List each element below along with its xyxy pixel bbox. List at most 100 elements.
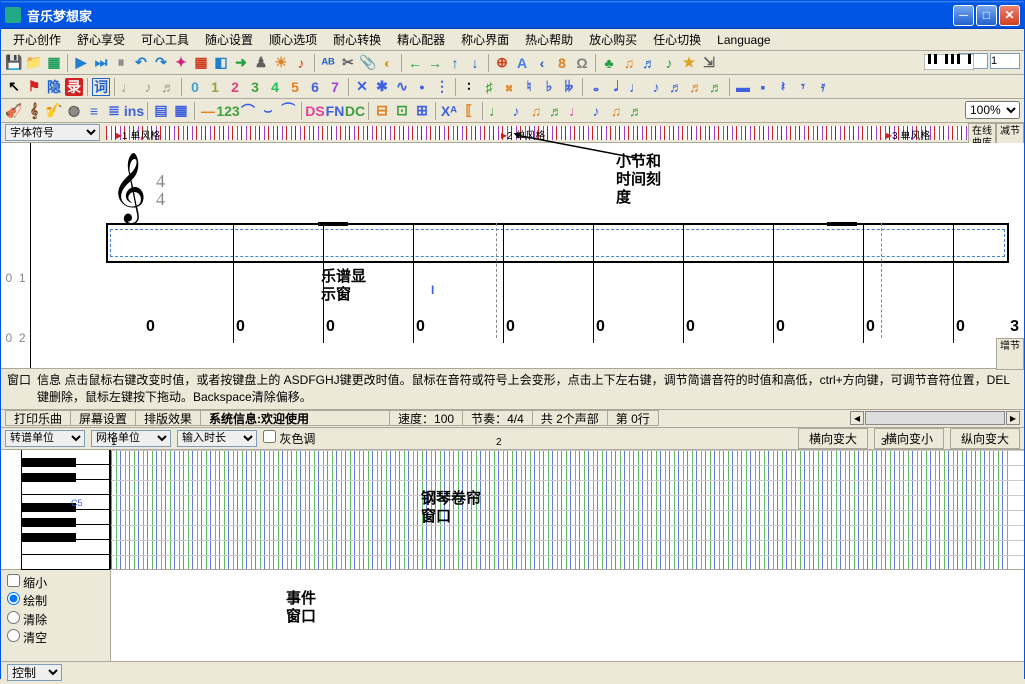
tool-icon[interactable]: ◐ (379, 54, 397, 72)
shrink-checkbox[interactable]: 缩小 (7, 574, 104, 593)
rest16-icon[interactable]: 𝄿 (814, 78, 832, 96)
square-icon[interactable]: ◧ (212, 54, 230, 72)
right-icon[interactable]: → (426, 54, 444, 72)
sheet-icon[interactable]: ▦ (45, 54, 63, 72)
menu-item[interactable]: 舒心享受 (71, 29, 131, 50)
minimize-button[interactable]: ─ (953, 5, 974, 26)
rec-cn-icon[interactable]: 录 (65, 78, 83, 96)
ins-icon[interactable]: ins (125, 102, 143, 120)
target-icon[interactable]: ⊕ (493, 54, 511, 72)
sax-icon[interactable]: 🎷 (45, 102, 63, 120)
print-button[interactable]: 打印乐曲 (5, 410, 71, 426)
left-icon[interactable]: ← (406, 54, 424, 72)
num7-icon[interactable]: 7 (326, 78, 344, 96)
rest4-icon[interactable]: 𝄽 (774, 78, 792, 96)
num2-icon[interactable]: 2 (226, 78, 244, 96)
num4-icon[interactable]: 4 (266, 78, 284, 96)
num3-icon[interactable]: 3 (246, 78, 264, 96)
x-icon[interactable]: ✕ (353, 78, 371, 96)
rest2-icon[interactable]: ▪ (754, 78, 772, 96)
num0-icon[interactable]: 0 (186, 78, 204, 96)
flag-icon[interactable]: ⚑ (25, 78, 43, 96)
align2-icon[interactable]: ▦ (172, 102, 190, 120)
tie3-icon[interactable]: ⏜ (279, 102, 297, 120)
n64-note-icon[interactable]: ♬ (707, 78, 725, 96)
folder-icon[interactable]: 📁 (25, 54, 43, 72)
n2-icon[interactable]: ♪ (507, 102, 525, 120)
n7-icon[interactable]: ♫ (607, 102, 625, 120)
gray-checkbox[interactable]: 灰色调 (263, 430, 315, 447)
note-e-icon[interactable]: ♪ (139, 78, 157, 96)
puzzle-icon[interactable]: ✦ (172, 54, 190, 72)
sixteenth-note-icon[interactable]: ♬ (667, 78, 685, 96)
note-icon[interactable]: ♪ (292, 54, 310, 72)
flat-icon[interactable]: ♭ (540, 78, 558, 96)
whole-note-icon[interactable]: 𝅝 (587, 78, 605, 96)
note-s-icon[interactable]: ♬ (159, 78, 177, 96)
menu-item[interactable]: 精心配器 (391, 29, 451, 50)
hide-cn-icon[interactable]: 隐 (45, 78, 63, 96)
abc-icon[interactable]: ᴬᴮ (319, 54, 337, 72)
omega-icon[interactable]: Ω (573, 54, 591, 72)
cursor-icon[interactable]: ↖ (5, 78, 23, 96)
tie2-icon[interactable]: ⌣ (259, 102, 277, 120)
fwd-icon[interactable]: ↷ (152, 54, 170, 72)
note-q-icon[interactable]: ♩ (119, 78, 137, 96)
menu-item[interactable]: 热心帮助 (519, 29, 579, 50)
r3-icon[interactable]: ⊞ (413, 102, 431, 120)
n4-icon[interactable]: ♬ (547, 102, 565, 120)
score-canvas[interactable]: 𝄞 4 4 0000000000 3 I 小节和 时间刻 度 乐谱显 示窗 (31, 143, 1024, 368)
dblflat-icon[interactable]: 𝄫 (560, 78, 578, 96)
menu-item[interactable]: 随心设置 (199, 29, 259, 50)
piano-roll-grid[interactable]: 钢琴卷帘 窗口 123 (111, 450, 1024, 569)
n5-icon[interactable]: ♩ (567, 102, 585, 120)
event-canvas[interactable]: 事件 窗口 (111, 570, 1024, 661)
quarter-note-icon[interactable]: ♩ (627, 78, 645, 96)
xa-icon[interactable]: Xᴬ (440, 102, 458, 120)
drum-icon[interactable]: ◍ (65, 102, 83, 120)
menu-item[interactable]: 顺心选项 (263, 29, 323, 50)
star-icon[interactable]: ★ (680, 54, 698, 72)
word-cn-icon[interactable]: 词 (92, 78, 110, 96)
clear-radio[interactable]: 清除 (7, 611, 104, 630)
rest8-icon[interactable]: 𝄾 (794, 78, 812, 96)
font-a-icon[interactable]: A (513, 54, 531, 72)
clip-icon[interactable]: 📎 (359, 54, 377, 72)
dc-icon[interactable]: DC (346, 102, 364, 120)
ds-icon[interactable]: DS (306, 102, 324, 120)
back-icon[interactable]: ↶ (132, 54, 150, 72)
dash-icon[interactable]: — (199, 102, 217, 120)
menu-item[interactable]: 称心界面 (455, 29, 515, 50)
h-big-button[interactable]: 横向变大 (798, 428, 868, 449)
notes3-icon[interactable]: ♪ (660, 54, 678, 72)
font-dropdown[interactable]: 字体符号 (5, 124, 100, 141)
empty-radio[interactable]: 清空 (7, 629, 104, 648)
pause-icon[interactable]: ⏸ (112, 54, 130, 72)
tree-icon[interactable]: ♣ (600, 54, 618, 72)
violin-icon[interactable]: 🎻 (5, 102, 23, 120)
dblsharp-icon[interactable]: 𝄪 (500, 78, 518, 96)
play-icon[interactable]: ▶ (72, 54, 90, 72)
grid-icon[interactable]: ▦ (192, 54, 210, 72)
arrow-icon[interactable]: ➜ (232, 54, 250, 72)
menu-item[interactable]: 开心创作 (7, 29, 67, 50)
dot-icon[interactable]: • (413, 78, 431, 96)
h-scrollbar[interactable] (865, 411, 1005, 425)
layout-button[interactable]: 排版效果 (135, 410, 201, 426)
people-icon[interactable]: ♟ (252, 54, 270, 72)
n8-icon[interactable]: ♬ (627, 102, 645, 120)
guitar-icon[interactable]: 𝄞 (25, 102, 43, 120)
maximize-button[interactable]: □ (976, 5, 997, 26)
align1-icon[interactable]: ▤ (152, 102, 170, 120)
piano-keyboard[interactable]: C5 (1, 450, 111, 569)
close-button[interactable]: ✕ (999, 5, 1020, 26)
asterisk-icon[interactable]: ✱ (373, 78, 391, 96)
rest1-icon[interactable]: ▬ (734, 78, 752, 96)
sharp-c-icon[interactable]: ♯ (480, 78, 498, 96)
down-icon[interactable]: ↓ (466, 54, 484, 72)
bracket-icon[interactable]: ⟦ (460, 102, 478, 120)
export-icon[interactable]: ⇲ (700, 54, 718, 72)
input-dur-select[interactable]: 输入时长 (177, 430, 257, 447)
n32-note-icon[interactable]: ♬ (687, 78, 705, 96)
num1-icon[interactable]: 1 (206, 78, 224, 96)
